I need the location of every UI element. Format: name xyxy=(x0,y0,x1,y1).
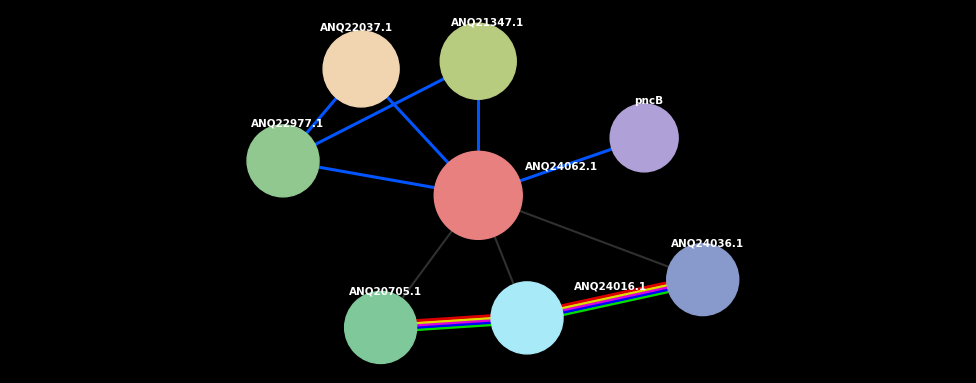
Ellipse shape xyxy=(247,125,319,197)
Text: ANQ24016.1: ANQ24016.1 xyxy=(574,281,647,291)
Ellipse shape xyxy=(440,23,516,99)
Text: ANQ24062.1: ANQ24062.1 xyxy=(525,162,598,172)
Ellipse shape xyxy=(667,244,739,316)
Ellipse shape xyxy=(610,104,678,172)
Text: ANQ22037.1: ANQ22037.1 xyxy=(320,23,392,33)
Ellipse shape xyxy=(491,282,563,354)
Ellipse shape xyxy=(345,291,417,363)
Ellipse shape xyxy=(434,151,522,239)
Text: ANQ22977.1: ANQ22977.1 xyxy=(252,118,324,128)
Text: ANQ21347.1: ANQ21347.1 xyxy=(451,18,525,28)
Text: ANQ24036.1: ANQ24036.1 xyxy=(671,238,744,248)
Text: pncB: pncB xyxy=(634,97,664,106)
Ellipse shape xyxy=(323,31,399,107)
Text: ANQ20705.1: ANQ20705.1 xyxy=(349,286,422,296)
